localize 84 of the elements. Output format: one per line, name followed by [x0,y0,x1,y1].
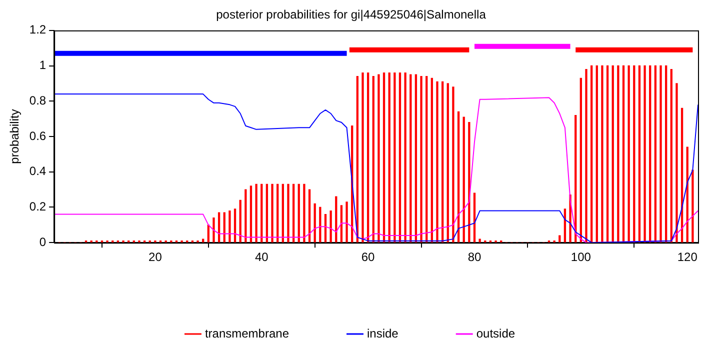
x-tick-label: 80 [468,250,482,264]
bar [404,72,406,242]
y-tick-label: 0.4 [29,164,46,178]
bar [223,212,226,242]
bar [644,65,646,242]
bar [606,65,609,242]
bar [452,86,454,242]
bar [478,238,481,242]
bar [202,238,204,242]
bar [590,65,593,242]
bar [660,65,662,242]
bar [558,235,561,242]
bar [266,184,268,242]
bar [234,208,236,242]
bar [410,74,412,242]
bar [580,78,582,242]
bar [298,184,300,242]
bar [362,72,364,242]
bar [596,65,598,242]
bar [638,65,641,242]
bar [228,210,231,242]
bar [388,72,390,242]
x-tick-label: 120 [677,250,698,264]
y-tick-label: 1.2 [29,22,46,37]
bar [382,72,386,242]
bar [239,200,242,242]
bar [649,65,652,242]
bar [276,184,279,242]
bar [617,65,620,242]
x-tick-label: 60 [361,250,376,264]
bar [372,76,374,242]
y-tick-label: 0.8 [29,93,46,108]
bar [676,83,678,242]
bar [664,65,668,242]
x-tick-label: 100 [570,250,592,264]
bar [282,184,284,242]
bar [378,74,380,242]
bar [244,189,247,242]
bar [319,206,322,242]
bar [441,81,444,242]
bar [612,65,614,242]
bar [212,218,215,242]
bar [255,184,258,242]
x-tick-label: 40 [254,250,269,264]
bar [218,212,220,242]
x-tick-label: 20 [148,250,162,264]
bar [436,81,438,242]
legend-label: inside [366,326,399,340]
bar [394,72,396,242]
bar [585,68,588,242]
bar [250,186,252,242]
y-tick-label: 0 [39,234,46,249]
bar [462,116,465,242]
bar [308,189,311,242]
bar [670,68,672,242]
bar [430,78,433,242]
bar [457,111,460,242]
bar [330,210,332,242]
legend-label: outside [476,326,516,340]
bar [414,74,418,242]
y-tick-label: 0.2 [29,200,46,214]
bar [398,72,402,242]
bar [292,184,295,242]
y-tick-label: 0.6 [29,128,46,143]
bar [633,65,636,242]
bar [426,76,428,242]
bar [622,65,625,242]
bar [271,184,274,242]
bar [420,76,422,242]
chart-title: posterior probabilities for gi|445925046|Salmonella [216,8,486,22]
bar [692,170,694,242]
y-tick-label: 1 [39,58,46,72]
bar [601,65,604,242]
bar [303,184,306,242]
bar [654,65,657,242]
bar [446,83,449,242]
bar [314,203,316,242]
bar [366,72,370,242]
bar [287,184,290,242]
y-axis-title: probability [8,109,22,164]
bar [346,202,348,242]
bar [260,184,263,242]
legend-label: transmembrane [204,326,290,340]
bar [628,65,630,242]
